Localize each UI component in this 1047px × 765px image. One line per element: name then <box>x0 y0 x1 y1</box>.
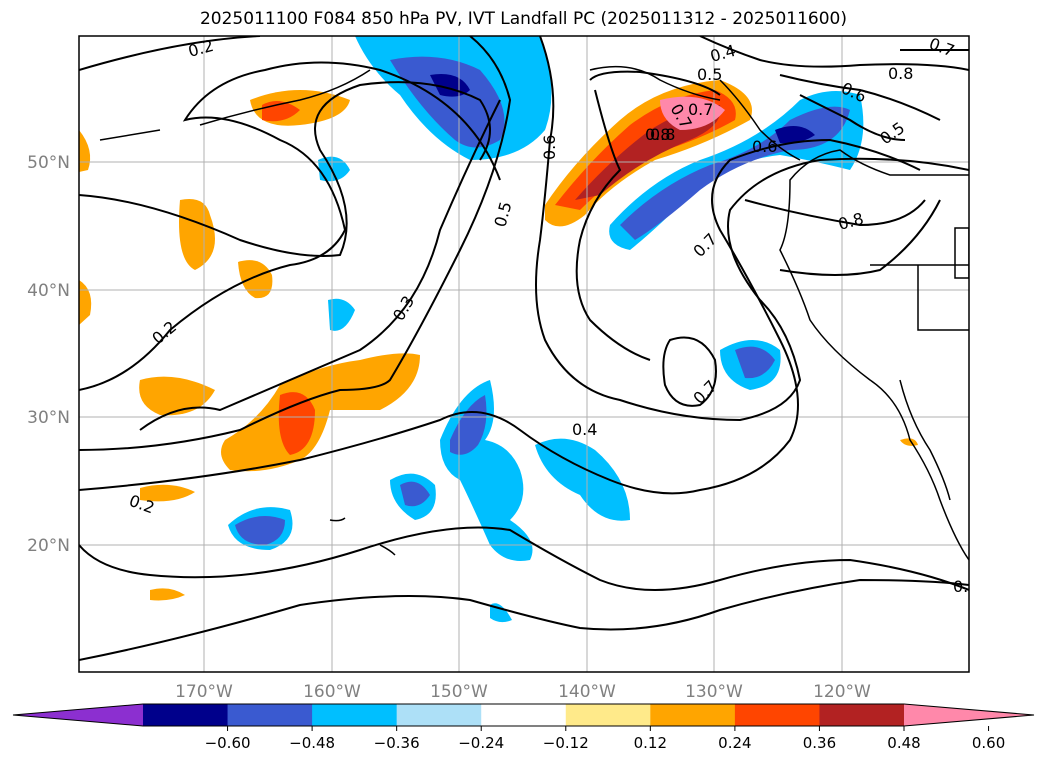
colorbar-bin <box>481 704 567 726</box>
negative-anomaly-blob <box>235 516 285 545</box>
positive-anomaly-blob <box>140 484 195 502</box>
negative-anomaly-blob <box>400 481 430 507</box>
contour-label: 0.4 <box>572 420 597 439</box>
colorbar-tick-label: 0.24 <box>718 734 751 752</box>
colorbar-outline <box>12 703 1035 727</box>
contour-label: 0.5 <box>876 118 908 148</box>
colorbar-tick-label: −0.60 <box>205 734 251 752</box>
lon-tick-label: 120°W <box>813 682 871 702</box>
lat-tick-label: 50°N <box>27 153 70 173</box>
contour-label: 0.7 <box>927 34 957 61</box>
contour-label: 0.6 <box>540 135 559 160</box>
colorbar-extension-low <box>13 704 143 726</box>
colorbar-tick-label: −0.48 <box>289 734 335 752</box>
colorbar-bin <box>227 704 313 726</box>
lat-tick-label: 20°N <box>27 536 70 556</box>
colorbar-bin <box>143 704 229 726</box>
contour-label: 0.8 <box>650 125 675 144</box>
contour-label: 0.2 <box>148 317 180 348</box>
colorbar-bin <box>650 704 736 726</box>
contour-label: 0.8 <box>645 125 670 144</box>
lon-tick-label: 150°W <box>430 682 488 702</box>
positive-anomaly-blob <box>900 438 918 446</box>
negative-anomaly-blob <box>775 126 815 144</box>
positive-anomaly-blob <box>139 376 215 416</box>
colorbar-bin <box>396 704 482 726</box>
positive-anomaly-blob <box>150 588 185 601</box>
contour-label: 0.7 <box>688 100 713 119</box>
contour-label: 0.5 <box>491 200 516 230</box>
map-frame <box>78 35 970 673</box>
negative-anomaly-blob <box>390 56 505 148</box>
lon-tick-label: 130°W <box>685 682 743 702</box>
colorbar-bin <box>734 704 820 726</box>
colorbar-tick-label: 0.60 <box>972 734 1005 752</box>
contour-label: 0.3 <box>389 292 418 324</box>
map-title: 2025011100 F084 850 hPa PV, IVT Landfall… <box>199 9 847 29</box>
colorbar-bin <box>819 704 905 726</box>
contour-label: 0.4 <box>708 41 738 66</box>
lat-tick-label: 40°N <box>27 281 70 301</box>
positive-anomaly-blob <box>660 96 725 130</box>
positive-anomaly-blob <box>79 130 91 172</box>
negative-anomaly-blob <box>535 438 630 521</box>
colorbar-tick-label: 0.36 <box>803 734 836 752</box>
contour-label: 0.8 <box>888 64 913 83</box>
negative-anomaly-blob <box>328 298 355 331</box>
negative-anomaly-blob <box>318 156 350 182</box>
colorbar-tick-label: −0.12 <box>543 734 589 752</box>
colorbar: −0.60 −0.48 −0.36 −0.24 −0.12 0.12 0.24 0.36 0.4… <box>12 703 1035 752</box>
lat-axis-labels: 50°N 40°N 30°N 20°N <box>27 153 70 556</box>
colorbar-bin <box>312 704 398 726</box>
positive-anomaly-blob <box>79 280 92 325</box>
positive-anomaly-blob <box>221 353 420 472</box>
contour-label: 0.2 <box>186 36 216 61</box>
coastlines <box>99 65 969 561</box>
colorbar-tick-label: 0.12 <box>634 734 667 752</box>
positive-anomaly-blob <box>179 199 215 270</box>
colorbar-tick-label: −0.24 <box>458 734 504 752</box>
contour-label: 0.7 <box>689 229 720 260</box>
positive-anomaly-blob <box>238 260 273 299</box>
colorbar-tick-label: 0.48 <box>887 734 920 752</box>
lon-axis-labels: 170°W 160°W 150°W 140°W 130°W 120°W <box>175 682 871 702</box>
lon-tick-label: 140°W <box>558 682 616 702</box>
contour-label: 0.5 <box>697 65 722 84</box>
contour-label: 0.2 <box>953 577 978 596</box>
contour-label: 0.8 <box>836 209 866 234</box>
colorbar-tick-label: −0.36 <box>374 734 420 752</box>
map-area: 0.2 0.4 0.7 0.5 0.7 0.8 0.6 0.5 0.7 0.6 … <box>79 34 978 672</box>
colorbar-bin <box>565 704 651 726</box>
lat-tick-label: 30°N <box>27 408 70 428</box>
negative-anomaly-blob <box>735 346 775 379</box>
shading-layer <box>79 36 918 623</box>
contour-label: 0.6 <box>752 137 777 156</box>
lon-tick-label: 160°W <box>303 682 361 702</box>
colorbar-extension-high <box>904 704 1034 726</box>
lon-tick-label: 170°W <box>175 682 233 702</box>
ivt-contours <box>79 36 969 661</box>
